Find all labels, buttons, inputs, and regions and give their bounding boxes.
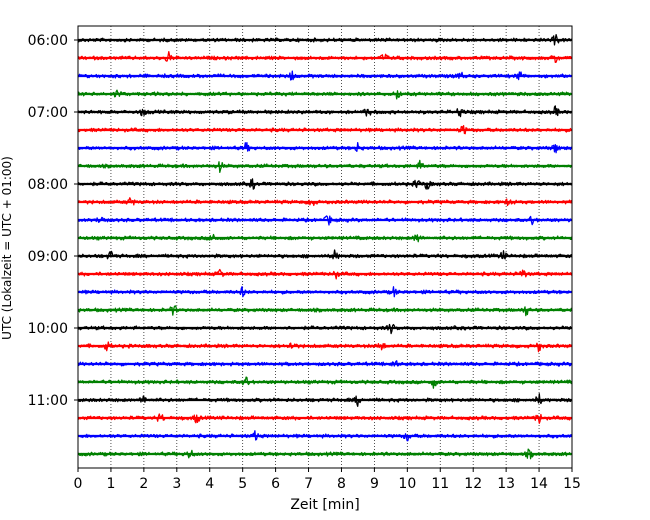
plot-frame <box>77 25 573 469</box>
x-tick-label: 15 <box>563 476 581 492</box>
y-tick-label: 09:00 <box>28 249 68 265</box>
y-axis-label: UTC (Lokalzeit = UTC + 01:00) <box>0 156 14 340</box>
y-tick-label: 08:00 <box>28 177 68 193</box>
x-tick-label: 12 <box>464 476 482 492</box>
x-tick-label: 6 <box>271 476 280 492</box>
x-tick-label: 13 <box>497 476 515 492</box>
trace-group <box>77 34 573 460</box>
x-tick-label: 1 <box>106 476 115 492</box>
y-tick-label: 10:00 <box>28 321 68 337</box>
x-axis-label: Zeit [min] <box>290 497 359 513</box>
y-axis-ticks: 06:00 07:00 08:00 09:00 10:00 11:00 <box>28 33 78 409</box>
x-tick-label: 0 <box>74 476 83 492</box>
x-tick-label: 2 <box>139 476 148 492</box>
x-axis-ticks: 0 1 2 3 4 5 6 7 8 9 10 11 12 13 14 15 <box>74 468 581 492</box>
x-tick-label: 4 <box>205 476 214 492</box>
y-tick-label: 07:00 <box>28 105 68 121</box>
y-tick-label: 06:00 <box>28 33 68 49</box>
x-tick-label: 3 <box>172 476 181 492</box>
x-tick-label: 7 <box>304 476 313 492</box>
y-tick-label: 11:00 <box>28 393 68 409</box>
x-tick-label: 11 <box>431 476 449 492</box>
x-tick-label: 9 <box>370 476 379 492</box>
x-tick-label: 8 <box>337 476 346 492</box>
x-tick-label: 10 <box>398 476 416 492</box>
x-tick-label: 14 <box>530 476 548 492</box>
x-tick-label: 5 <box>238 476 247 492</box>
